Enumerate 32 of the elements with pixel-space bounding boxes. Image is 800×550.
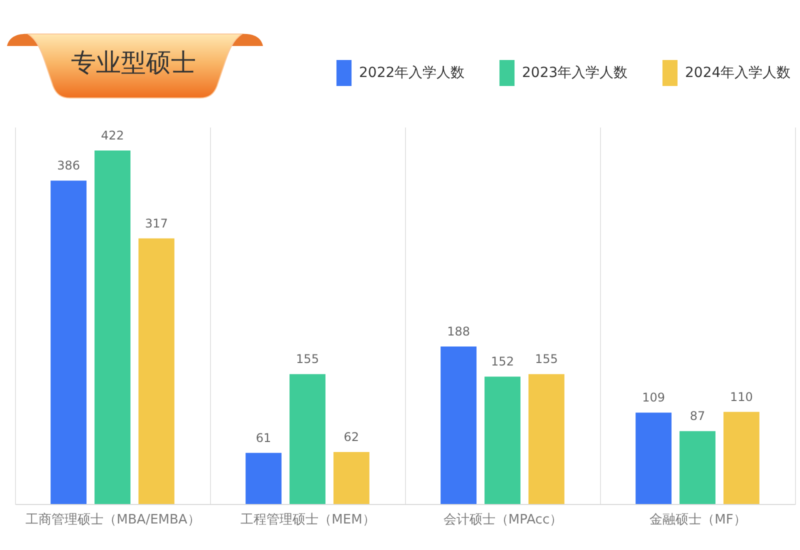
bar	[246, 452, 282, 504]
x-tick-label: 工程管理硕士（MEM）	[240, 512, 376, 528]
bar	[723, 412, 760, 504]
data-label: 188	[447, 324, 470, 338]
bar	[290, 374, 326, 504]
x-tick-label: 会计硕士（MPAcc）	[443, 512, 563, 528]
legend-label: 2022年入学人数	[359, 65, 465, 81]
x-tick-label: 工商管理硕士（MBA/EMBA）	[26, 512, 200, 528]
data-label: 62	[344, 430, 360, 444]
chart-title: 专业型硕士	[71, 48, 196, 77]
data-label: 155	[534, 352, 558, 366]
data-label: 152	[491, 354, 514, 369]
bar	[440, 346, 477, 504]
bar	[528, 374, 564, 504]
data-label: 422	[101, 128, 124, 142]
data-label: 386	[57, 158, 80, 173]
bar	[138, 238, 174, 504]
bar	[333, 452, 370, 504]
x-tick-label: 金融硕士（MF）	[650, 512, 746, 528]
data-label: 61	[256, 430, 272, 445]
bar	[50, 180, 87, 504]
legend-label: 2024年入学人数	[685, 65, 791, 81]
bar	[94, 150, 130, 504]
data-label: 109	[642, 390, 666, 405]
data-label: 155	[296, 352, 319, 366]
bar	[636, 412, 672, 504]
bar	[484, 376, 520, 504]
data-label: 110	[730, 390, 753, 404]
legend-label: 2023年入学人数	[522, 65, 628, 81]
bar	[680, 431, 716, 504]
data-label: 317	[144, 216, 168, 230]
data-label: 87	[690, 409, 706, 424]
